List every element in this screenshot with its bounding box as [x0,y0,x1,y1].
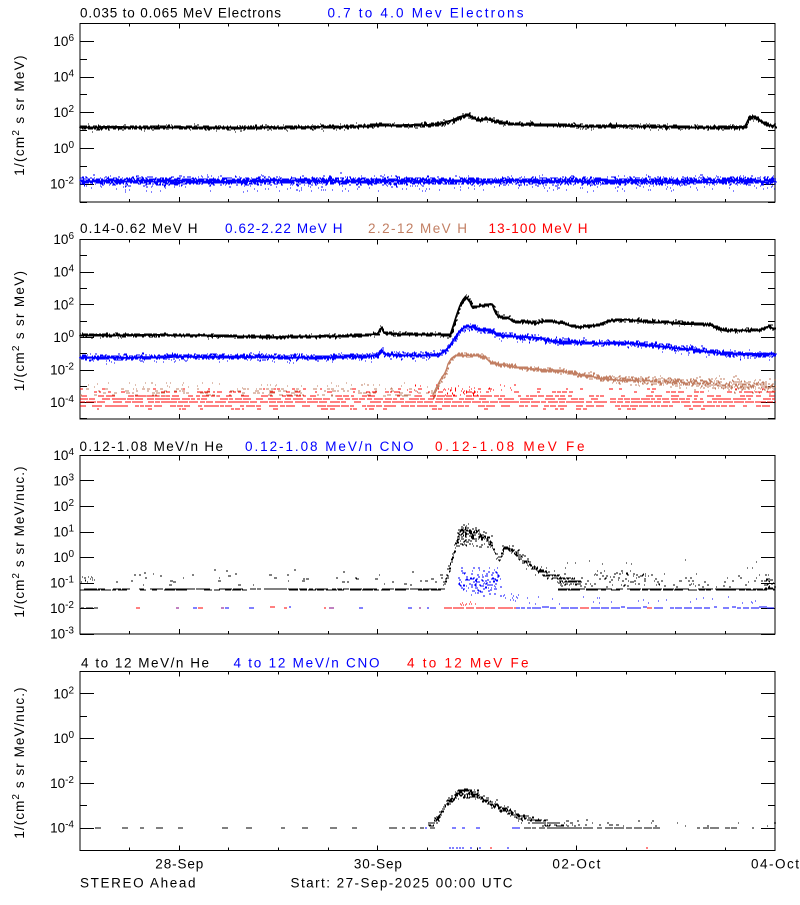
svg-text:1/(cm2 s sr MeV): 1/(cm2 s sr MeV) [11,270,27,392]
svg-text:02-Oct: 02-Oct [552,857,600,872]
svg-text:1/(cm2 s sr MeV/nuc.): 1/(cm2 s sr MeV/nuc.) [11,686,27,838]
svg-text:0.035 to 0.065 MeV Electrons: 0.035 to 0.065 MeV Electrons [80,6,281,21]
svg-text:30-Sep: 30-Sep [354,857,402,872]
svg-text:28-Sep: 28-Sep [155,857,203,872]
svg-text:0.12-1.08 MeV/n He: 0.12-1.08 MeV/n He [80,439,224,454]
svg-text:STEREO Ahead: STEREO Ahead [80,876,196,891]
svg-text:0.62-2.22 MeV H: 0.62-2.22 MeV H [225,221,343,236]
svg-text:2.2-12 MeV H: 2.2-12 MeV H [368,221,467,236]
svg-text:0.14-0.62 MeV H: 0.14-0.62 MeV H [80,221,198,236]
svg-text:04-Oct: 04-Oct [751,857,799,872]
svg-text:4 to 12 MeV/n CNO: 4 to 12 MeV/n CNO [234,656,380,671]
svg-text:4 to 12 MeV/n He: 4 to 12 MeV/n He [81,656,209,671]
svg-text:1/(cm2 s sr MeV/nuc.): 1/(cm2 s sr MeV/nuc.) [11,465,27,617]
svg-text:0.12-1.08 MeV/n CNO: 0.12-1.08 MeV/n CNO [245,439,414,454]
svg-text:4 to 12 MeV Fe: 4 to 12 MeV Fe [407,656,529,671]
svg-text:Start: 27-Sep-2025 00:00 UTC: Start: 27-Sep-2025 00:00 UTC [291,876,513,891]
svg-text:1/(cm2 s sr MeV): 1/(cm2 s sr MeV) [11,54,27,176]
svg-text:0.12-1.08 MeV Fe: 0.12-1.08 MeV Fe [435,439,585,454]
svg-text:13-100 MeV H: 13-100 MeV H [489,221,588,236]
